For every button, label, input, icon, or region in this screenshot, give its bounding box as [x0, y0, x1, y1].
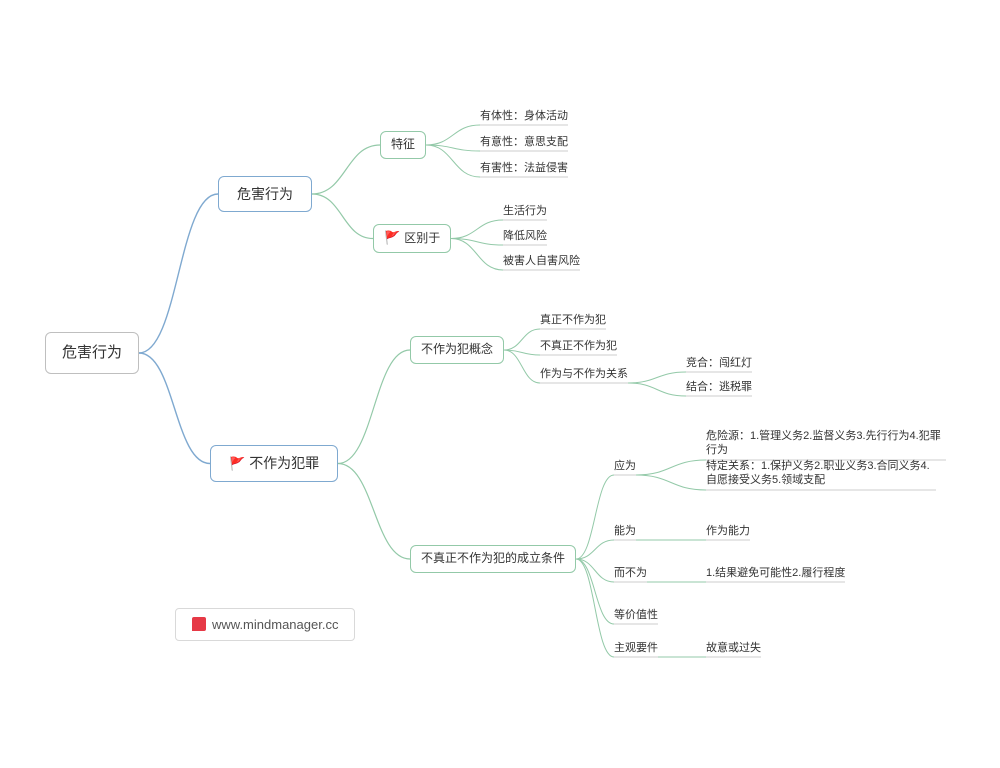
branch-omission-crime-label: 不作为犯罪 [249, 455, 319, 471]
node-omission-concept: 不作为犯概念 [410, 336, 504, 364]
leaf-victim-risk: 被害人自害风险 [503, 254, 580, 268]
leaf-intent: 故意或过失 [706, 641, 761, 655]
leaf-physical: 有体性：身体活动 [480, 109, 568, 123]
leaf-special-relations: 特定关系：1.保护义务2.职业义务3.合同义务4.自愿接受义务5.领域支配 [706, 459, 936, 488]
leaf-relation: 作为与不作为关系 [540, 367, 628, 381]
watermark-box: www.mindmanager.cc [175, 608, 355, 641]
leaf-false-omission: 不真正不作为犯 [540, 339, 617, 353]
leaf-concur: 竞合：闯红灯 [686, 356, 752, 370]
leaf-subjective: 主观要件 [614, 641, 658, 655]
root-node: 危害行为 [45, 332, 139, 374]
leaf-combine: 结合：逃税罪 [686, 380, 752, 394]
leaf-danger-source: 危险源：1.管理义务2.监督义务3.先行行为4.犯罪行为 [706, 429, 946, 458]
leaf-not-do: 而不为 [614, 566, 647, 580]
node-conditions: 不真正不作为犯的成立条件 [410, 545, 576, 573]
leaf-life-behavior: 生活行为 [503, 204, 547, 218]
node-features: 特征 [380, 131, 426, 159]
leaf-intentional: 有意性：意思支配 [480, 135, 568, 149]
leaf-true-omission: 真正不作为犯 [540, 313, 606, 327]
mindmap-canvas: 危害行为 危害行为 🚩不作为犯罪 特征 🚩区别于 有体性：身体活动 有意性：意思… [0, 0, 1000, 768]
branch-harm-behavior: 危害行为 [218, 176, 312, 212]
mindmanager-icon [192, 617, 206, 631]
node-distinguish-label: 区别于 [404, 231, 440, 245]
watermark-label: www.mindmanager.cc [212, 617, 338, 632]
leaf-equivalent: 等价值性 [614, 608, 658, 622]
leaf-risk-reduce: 降低风险 [503, 229, 547, 243]
flag-icon: 🚩 [229, 456, 245, 473]
leaf-harmful: 有害性：法益侵害 [480, 161, 568, 175]
flag-icon: 🚩 [384, 230, 400, 247]
leaf-result: 1.结果避免可能性2.履行程度 [706, 566, 845, 580]
leaf-should: 应为 [614, 459, 636, 473]
leaf-can: 能为 [614, 524, 636, 538]
node-distinguish: 🚩 区别于 [373, 224, 451, 253]
branch-omission-crime: 🚩不作为犯罪 [210, 445, 338, 482]
leaf-ability: 作为能力 [706, 524, 750, 538]
